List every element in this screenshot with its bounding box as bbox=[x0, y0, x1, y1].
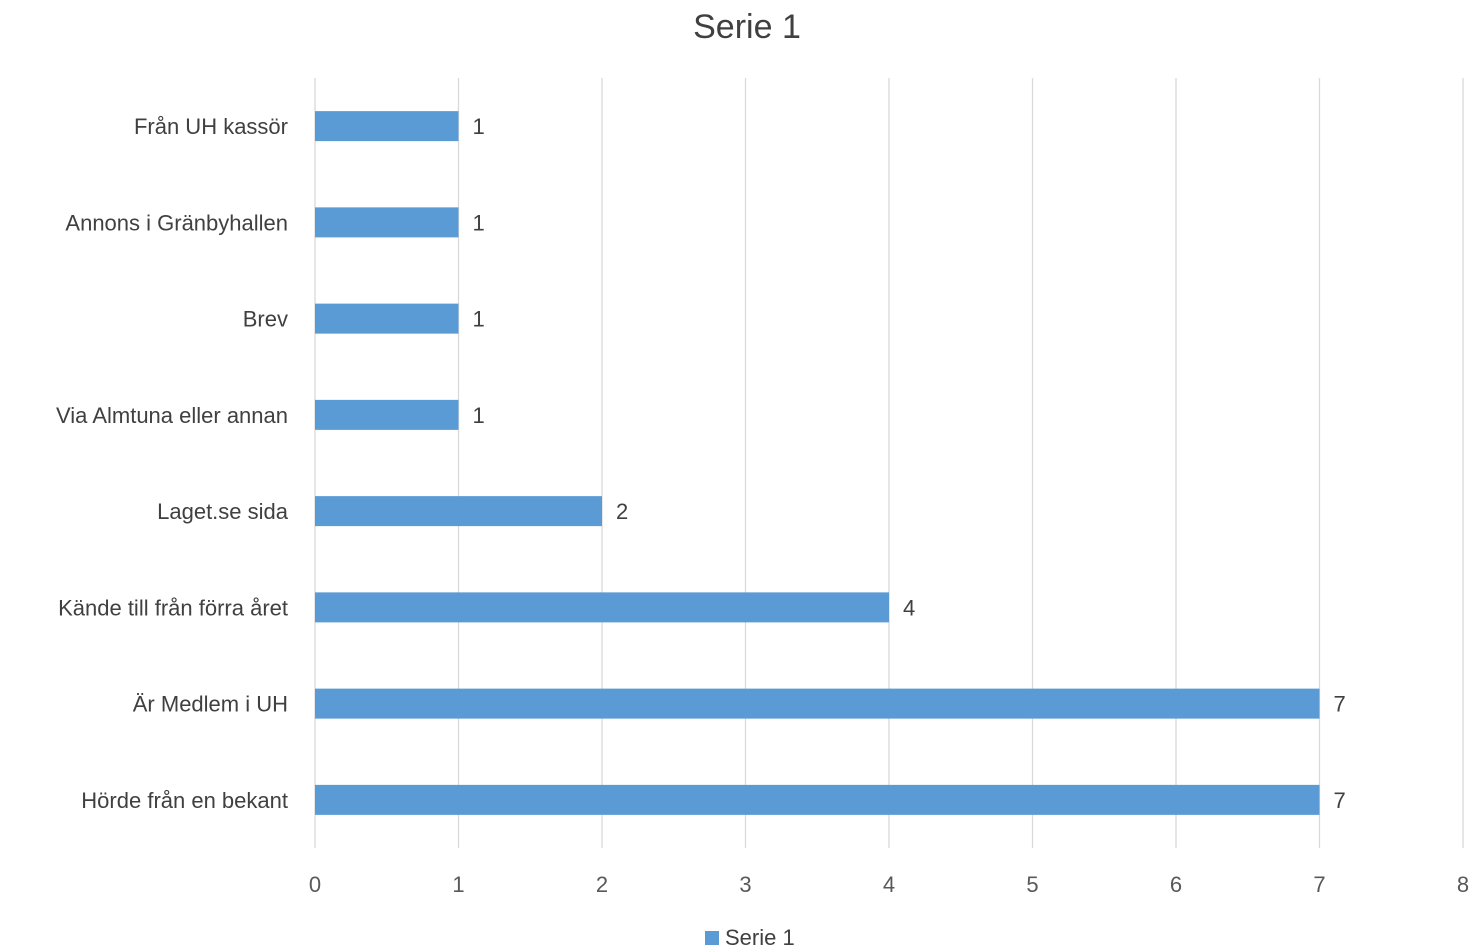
data-label: 1 bbox=[473, 307, 485, 332]
bar bbox=[315, 688, 1320, 719]
legend-label: Serie 1 bbox=[725, 925, 795, 950]
bar bbox=[315, 592, 889, 623]
bar bbox=[315, 303, 459, 334]
data-label: 7 bbox=[1334, 788, 1346, 813]
category-label: Kände till från förra året bbox=[58, 595, 288, 620]
x-tick-label: 0 bbox=[309, 872, 321, 897]
category-label: Via Almtuna eller annan bbox=[56, 403, 288, 428]
x-tick-label: 2 bbox=[596, 872, 608, 897]
category-label: Hörde från en bekant bbox=[81, 788, 288, 813]
bar bbox=[315, 207, 459, 238]
bar bbox=[315, 111, 459, 142]
category-label: Laget.se sida bbox=[157, 499, 289, 524]
data-label: 1 bbox=[473, 403, 485, 428]
category-label: Är Medlem i UH bbox=[133, 692, 288, 717]
bar bbox=[315, 784, 1320, 815]
data-label: 4 bbox=[903, 595, 915, 620]
category-labels: Från UH kassör Annons i Gränbyhallen Brev V… bbox=[56, 114, 289, 813]
x-tick-label: 1 bbox=[452, 872, 464, 897]
x-tick-label: 3 bbox=[739, 872, 751, 897]
bar bbox=[315, 496, 602, 527]
x-tick-label: 8 bbox=[1457, 872, 1469, 897]
data-label: 1 bbox=[473, 210, 485, 235]
category-label: Annons i Gränbyhallen bbox=[65, 210, 288, 235]
category-label: Brev bbox=[243, 307, 288, 332]
bar bbox=[315, 399, 459, 430]
x-tick-label: 7 bbox=[1313, 872, 1325, 897]
grid-lines bbox=[314, 78, 1464, 848]
data-label: 7 bbox=[1334, 692, 1346, 717]
bars: 1 1 1 1 2 4 7 7 bbox=[315, 111, 1346, 815]
chart-title: Serie 1 bbox=[693, 8, 801, 46]
legend-swatch bbox=[705, 931, 719, 945]
data-label: 1 bbox=[473, 114, 485, 139]
x-tick-label: 6 bbox=[1170, 872, 1182, 897]
legend: Serie 1 bbox=[705, 925, 795, 950]
x-axis-ticks: 0 1 2 3 4 5 6 7 8 bbox=[309, 872, 1469, 897]
data-label: 2 bbox=[616, 499, 628, 524]
x-tick-label: 4 bbox=[883, 872, 895, 897]
x-tick-label: 5 bbox=[1026, 872, 1038, 897]
category-label: Från UH kassör bbox=[134, 114, 288, 139]
